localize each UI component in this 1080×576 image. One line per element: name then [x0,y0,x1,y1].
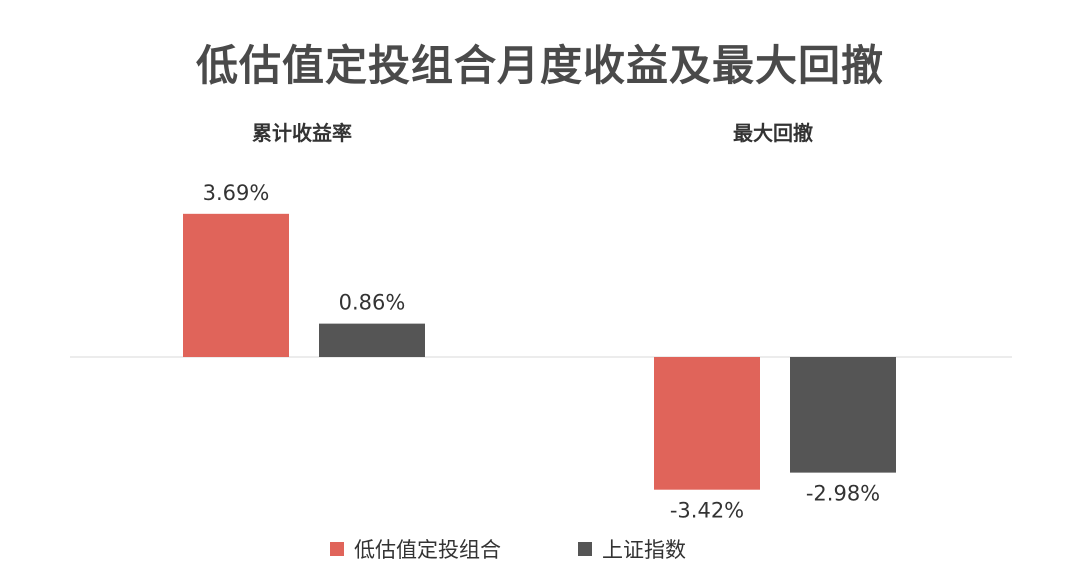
data-label: -2.98% [806,482,880,506]
category-label: 累计收益率 [252,121,352,145]
legend-swatch-index [578,542,592,556]
data-label: -3.42% [670,499,744,523]
legend-item-index: 上证指数 [578,534,686,564]
bar [654,357,760,490]
legend: 低估值定投组合 上证指数 [0,534,1080,564]
legend-label-portfolio: 低估值定投组合 [354,538,501,562]
data-label: 0.86% [339,291,406,315]
legend-label-index: 上证指数 [602,538,686,562]
bar [790,357,896,473]
bar [183,213,289,357]
data-label: 3.69% [203,181,270,205]
legend-swatch-portfolio [330,542,344,556]
bar [319,323,425,357]
category-label: 最大回撤 [733,121,813,145]
chart-title: 低估值定投组合月度收益及最大回撤 [195,41,884,90]
legend-item-portfolio: 低估值定投组合 [330,534,501,564]
